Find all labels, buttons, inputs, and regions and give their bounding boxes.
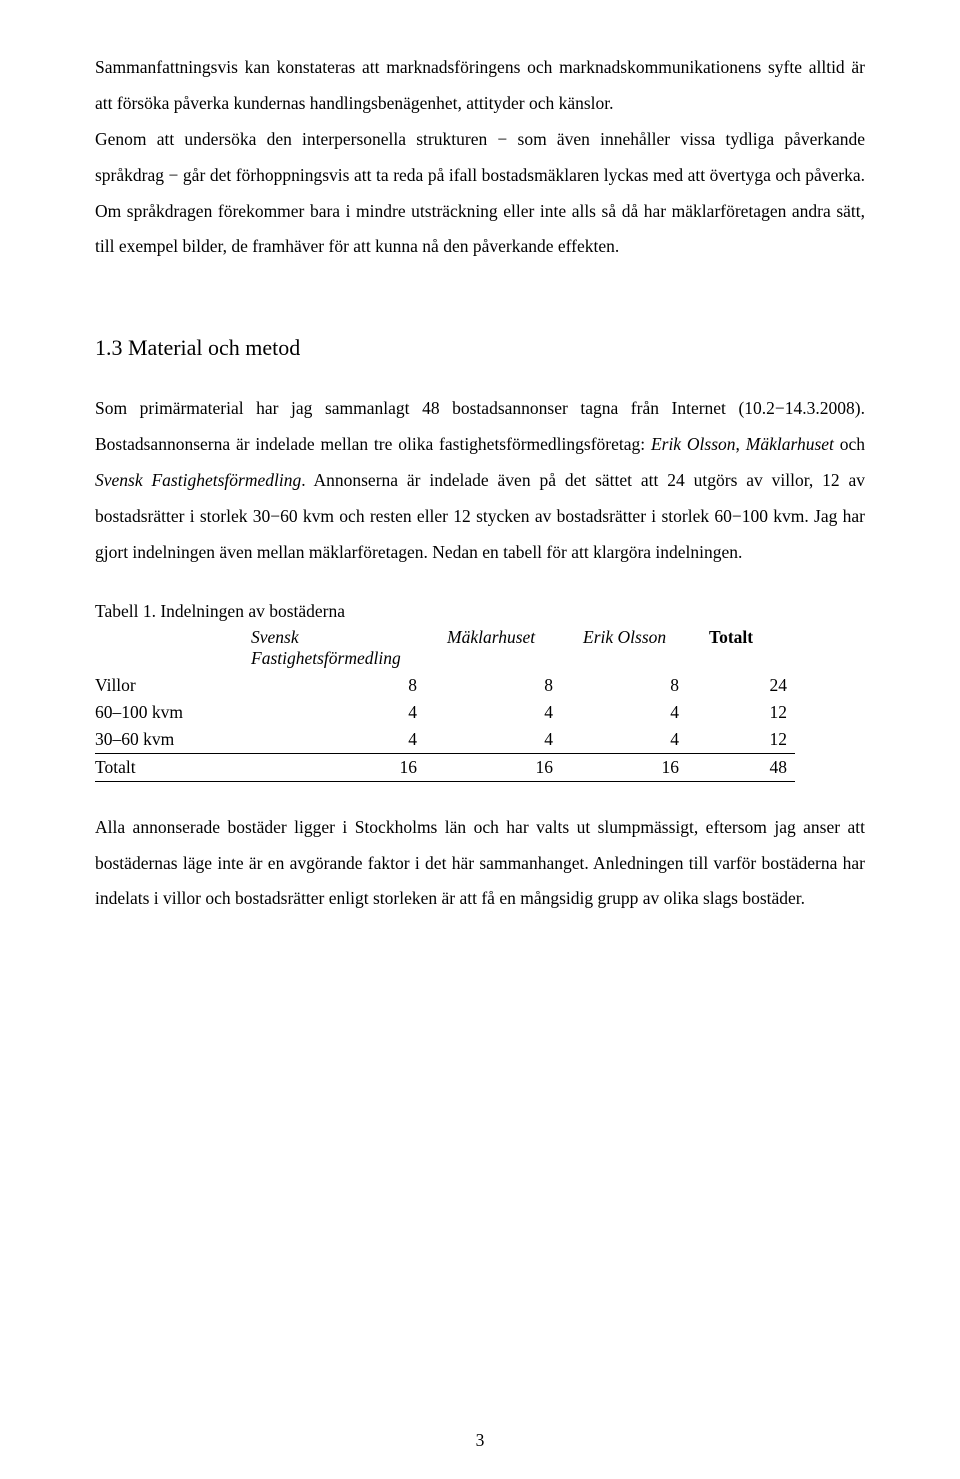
page-number: 3 — [0, 1430, 960, 1451]
total-a: 16 — [251, 753, 447, 781]
row-label: 30–60 kvm — [95, 726, 251, 754]
paragraph-2-text: Genom att undersöka den interpersonella … — [95, 129, 865, 257]
p3-mid: och — [834, 434, 865, 454]
table-row: Villor 8 8 8 24 — [95, 672, 795, 699]
row-val-a: 4 — [251, 726, 447, 754]
p3-erik-olsson: Erik Olsson — [651, 434, 736, 454]
table-header-maklarhuset: Mäklarhuset — [447, 624, 583, 672]
section-heading: 1.3 Material och metod — [95, 335, 865, 361]
p3-svensk: Svensk Fastighetsförmedling — [95, 470, 301, 490]
row-val-b: 4 — [447, 699, 583, 726]
row-val-c: 8 — [583, 672, 709, 699]
p3-maklarhuset: Mäklarhuset — [746, 434, 834, 454]
table-caption: Tabell 1. Indelningen av bostäderna — [95, 601, 865, 622]
header-svensk-line2: Fastighetsförmedling — [251, 648, 401, 668]
paragraph-4-text: Alla annonserade bostäder ligger i Stock… — [95, 817, 865, 909]
section-spacer — [95, 265, 865, 335]
row-val-b: 4 — [447, 726, 583, 754]
paragraph-1-text: Sammanfattningsvis kan konstateras att m… — [95, 57, 865, 113]
row-val-a: 4 — [251, 699, 447, 726]
row-val-c: 4 — [583, 699, 709, 726]
table-header-svensk: Svensk Fastighetsförmedling — [251, 624, 447, 672]
p3-sep1: , — [736, 434, 746, 454]
total-c: 16 — [583, 753, 709, 781]
row-label: 60–100 kvm — [95, 699, 251, 726]
total-b: 16 — [447, 753, 583, 781]
table-spacer — [95, 571, 865, 601]
row-label: Villor — [95, 672, 251, 699]
paragraph-3: Som primärmaterial har jag sammanlagt 48… — [95, 391, 865, 570]
table-row: 60–100 kvm 4 4 4 12 — [95, 699, 795, 726]
row-val-a: 8 — [251, 672, 447, 699]
paragraph-2: Genom att undersöka den interpersonella … — [95, 122, 865, 266]
total-label: Totalt — [95, 753, 251, 781]
table-header-erik: Erik Olsson — [583, 624, 709, 672]
row-val-d: 24 — [709, 672, 795, 699]
table-total-row: Totalt 16 16 16 48 — [95, 753, 795, 781]
row-val-d: 12 — [709, 699, 795, 726]
after-table-spacer — [95, 782, 865, 810]
row-val-b: 8 — [447, 672, 583, 699]
table-header-row: Svensk Fastighetsförmedling Mäklarhuset … — [95, 624, 795, 672]
row-val-d: 12 — [709, 726, 795, 754]
paragraph-4: Alla annonserade bostäder ligger i Stock… — [95, 810, 865, 918]
table-header-empty — [95, 624, 251, 672]
paragraph-1: Sammanfattningsvis kan konstateras att m… — [95, 50, 865, 122]
header-svensk-line1: Svensk — [251, 627, 299, 647]
row-val-c: 4 — [583, 726, 709, 754]
page: Sammanfattningsvis kan konstateras att m… — [0, 0, 960, 1479]
table-row: 30–60 kvm 4 4 4 12 — [95, 726, 795, 754]
data-table: Svensk Fastighetsförmedling Mäklarhuset … — [95, 624, 795, 782]
total-d: 48 — [709, 753, 795, 781]
table-header-totalt: Totalt — [709, 624, 795, 672]
